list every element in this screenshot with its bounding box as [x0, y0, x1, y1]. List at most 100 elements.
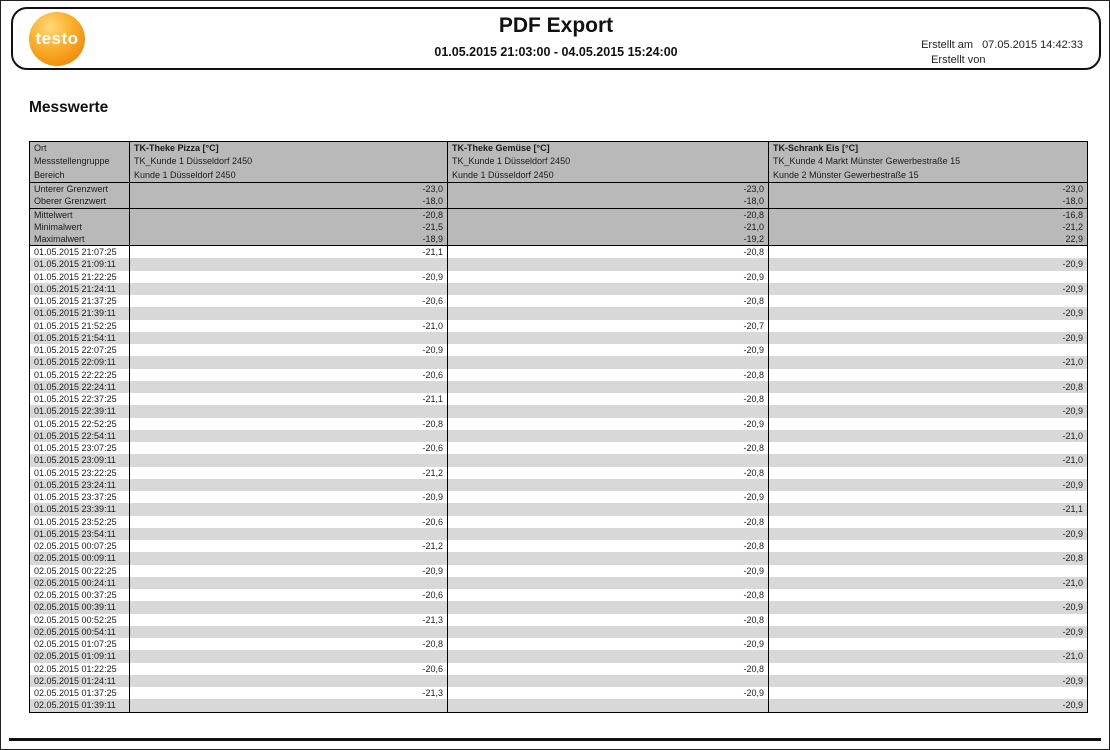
value-cell — [768, 270, 1087, 283]
value-cell — [129, 429, 447, 443]
timestamp-cell: 01.05.2015 23:37:25 — [34, 492, 117, 503]
value-cell: -21,0 — [768, 429, 1087, 443]
value-cell — [447, 650, 768, 663]
measurement-row: 01.05.2015 22:39:11 -20,9 — [30, 405, 1087, 418]
value-cell: -20,8 — [447, 540, 768, 553]
value-cell: -18,0 — [768, 195, 1087, 208]
timestamp-cell: 01.05.2015 22:54:11 — [34, 430, 116, 441]
value-cell: -20,8 — [447, 208, 768, 221]
measurement-row: 01.05.2015 21:54:11 -20,9 — [30, 331, 1087, 345]
value-cell: -20,9 — [768, 307, 1087, 320]
value-cell — [768, 589, 1087, 602]
testo-logo: testo — [29, 12, 85, 66]
value-cell: -21,0 — [768, 650, 1087, 663]
value-cell — [447, 576, 768, 590]
measurement-row: 01.05.2015 21:22:25 -20,9 -20,9 — [30, 270, 1087, 283]
value-cell: -21,2 — [129, 540, 447, 553]
measurement-row: 01.05.2015 23:07:25 -20,6 -20,8 — [30, 442, 1087, 455]
measurement-row: 02.05.2015 01:07:25 -20,8 -20,9 — [30, 638, 1087, 651]
measurement-row: 01.05.2015 23:09:11 -21,0 — [30, 454, 1087, 467]
value-cell: -20,8 — [447, 295, 768, 308]
value-cell — [447, 331, 768, 345]
table-row: Oberer Grenzwert -18,0 -18,0 -18,0 — [30, 195, 1087, 208]
measurement-row: 02.05.2015 01:09:11 -21,0 — [30, 650, 1087, 663]
timestamp-cell: 01.05.2015 22:07:25 — [34, 345, 117, 356]
value-cell: -19,2 — [447, 232, 768, 246]
messwerte-heading: Messwerte — [29, 99, 109, 116]
measurement-row: 01.05.2015 22:54:11 -21,0 — [30, 429, 1087, 443]
value-cell — [768, 368, 1087, 381]
value-cell: -20,9 — [768, 527, 1087, 541]
value-cell — [129, 601, 447, 614]
value-cell — [768, 417, 1087, 430]
value-cell: -23,0 — [129, 183, 447, 196]
value-cell: -20,8 — [447, 442, 768, 455]
timestamp-cell: 02.05.2015 00:52:25 — [34, 614, 117, 625]
value-cell — [447, 258, 768, 271]
footer-divider — [9, 738, 1101, 741]
value-cell: -20,8 — [768, 552, 1087, 565]
value-cell: -20,6 — [129, 589, 447, 602]
value-cell — [768, 662, 1087, 675]
value-cell: -21,0 — [129, 319, 447, 332]
value-cell: -20,9 — [447, 270, 768, 283]
timestamp-cell: 01.05.2015 22:52:25 — [34, 418, 117, 429]
value-cell: -23,0 — [447, 183, 768, 196]
timestamp-cell: 01.05.2015 22:09:11 — [34, 357, 116, 368]
value-cell: Kunde 2 Münster Gewerbestraße 15 — [768, 168, 1087, 183]
value-cell — [447, 454, 768, 467]
value-cell — [768, 295, 1087, 308]
value-cell: -20,9 — [129, 491, 447, 504]
limit-label-cell: Oberer Grenzwert — [34, 196, 107, 207]
value-cell: -21,0 — [768, 454, 1087, 467]
value-cell — [768, 491, 1087, 504]
measurement-row: 02.05.2015 01:39:11 -20,9 — [30, 699, 1087, 712]
value-cell: -20,7 — [447, 319, 768, 332]
value-cell: -20,8 — [447, 589, 768, 602]
value-cell — [129, 576, 447, 590]
measurement-row: 01.05.2015 21:24:11 -20,9 — [30, 282, 1087, 296]
timestamp-cell: 02.05.2015 00:09:11 — [34, 553, 116, 564]
value-cell: -20,8 — [447, 393, 768, 406]
value-cell: -20,9 — [768, 405, 1087, 418]
value-cell: -20,9 — [768, 478, 1087, 492]
value-cell: -20,9 — [768, 674, 1087, 688]
timestamp-cell: 02.05.2015 01:37:25 — [34, 688, 117, 699]
timestamp-cell: 01.05.2015 21:37:25 — [34, 296, 117, 307]
value-cell: -21,3 — [129, 687, 447, 700]
value-cell: -20,9 — [447, 564, 768, 577]
timestamp-cell: 02.05.2015 00:37:25 — [34, 590, 117, 601]
value-cell — [129, 331, 447, 345]
stat-label-cell: Maximalwert — [34, 233, 85, 244]
value-cell: -20,8 — [447, 466, 768, 479]
value-cell — [447, 478, 768, 492]
value-cell: -20,6 — [129, 368, 447, 381]
value-cell: -20,8 — [447, 368, 768, 381]
value-cell — [129, 650, 447, 663]
timestamp-cell: 02.05.2015 01:07:25 — [34, 639, 117, 650]
value-cell: -21,1 — [768, 503, 1087, 516]
value-cell: -20,8 — [447, 613, 768, 626]
timestamp-cell: 01.05.2015 21:52:25 — [34, 320, 117, 331]
value-cell: -20,8 — [768, 380, 1087, 394]
table-row: Mittelwert -20,8 -20,8 -16,8 — [30, 208, 1087, 221]
measurements-table: Ort TK-Theke Pizza [°C] TK-Theke Gemüse [°… — [29, 141, 1088, 713]
timestamp-cell: 01.05.2015 23:52:25 — [34, 516, 117, 527]
table-limits-section: Unterer Grenzwert -23,0 -23,0 -23,0 Oberer G… — [30, 183, 1087, 209]
value-cell — [447, 356, 768, 369]
timestamp-cell: 02.05.2015 01:22:25 — [34, 663, 117, 674]
created-info: Erstellt am 07.05.2015 14:42:33 Erstellt … — [921, 38, 1083, 68]
measurement-row: 01.05.2015 21:07:25 -21,1 -20,8 — [30, 246, 1087, 259]
value-cell: -21,3 — [129, 613, 447, 626]
measurement-row: 01.05.2015 23:54:11 -20,9 — [30, 527, 1087, 541]
value-cell: TK-Schrank Eis [°C] — [768, 142, 1087, 156]
timestamp-cell: 01.05.2015 21:22:25 — [34, 271, 117, 282]
measurement-row: 02.05.2015 01:24:11 -20,9 — [30, 674, 1087, 688]
value-cell: -20,6 — [129, 515, 447, 528]
value-cell: -20,8 — [447, 246, 768, 259]
value-cell — [447, 552, 768, 565]
value-cell — [447, 307, 768, 320]
timestamp-cell: 01.05.2015 22:22:25 — [34, 369, 117, 380]
measurement-row: 02.05.2015 01:37:25 -21,3 -20,9 — [30, 687, 1087, 700]
value-cell — [129, 503, 447, 516]
